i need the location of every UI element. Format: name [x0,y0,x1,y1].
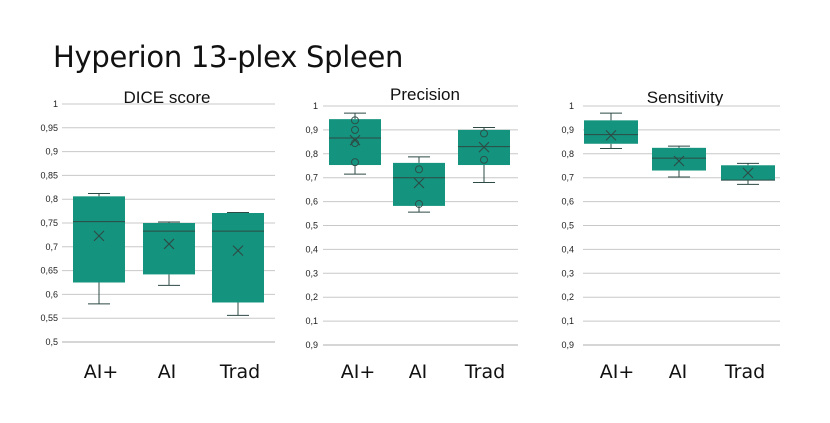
outlier-point [351,158,359,167]
page-title: Hyperion 13-plex Spleen [53,40,404,74]
y-tick-label: 1 [313,101,318,111]
x-category-label: AI+ [84,361,119,383]
y-tick-label: 0,7 [561,173,574,183]
box-ai [143,221,195,286]
y-tick-label: 0,55 [40,313,58,323]
box-ai-plus [584,112,638,150]
y-tick-label: 0,9 [561,340,574,350]
y-tick-label: 0,4 [305,244,318,254]
box-trad [458,127,510,183]
y-tick-label: 0,9 [305,125,318,135]
x-category-label: AI [669,361,688,383]
chart-title: DICE score [124,88,211,107]
box-trad [721,162,775,185]
y-tick-label: 0,6 [561,197,574,207]
y-tick-label: 0,5 [561,221,574,231]
y-tick-label: 0,8 [305,149,318,159]
x-category-label: AI+ [341,361,376,383]
y-tick-label: 0,3 [561,268,574,278]
chart-title: Precision [390,85,460,104]
y-tick-label: 0,6 [45,289,58,299]
y-tick-label: 0,8 [561,149,574,159]
outlier-point [415,200,423,208]
y-tick-label: 0,9 [305,340,318,350]
outlier-point [480,129,488,138]
y-tick-label: 0,9 [45,147,58,157]
y-tick-label: 0,1 [305,316,318,326]
y-tick-label: 0,7 [305,173,318,183]
y-tick-label: 0,75 [40,218,58,228]
y-tick-label: 0,85 [40,170,58,180]
y-tick-label: 0,65 [40,266,58,276]
chart-dice-score: DICE score 1 0,95 0,9 0,85 0,8 0,75 0,7 0,65 0,6 0… [40,88,275,383]
x-category-label: Trad [219,361,260,383]
outlier-point [415,165,423,174]
y-tick-label: 0,2 [305,292,318,302]
x-category-label: AI [409,361,428,383]
x-category-label: Trad [464,361,505,383]
y-tick-label: 0,7 [45,242,58,252]
y-tick-label: 0,5 [45,337,58,347]
box-ai [393,156,445,213]
chart-title: Sensitivity [647,88,724,107]
y-tick-label: 0,2 [561,292,574,302]
y-tick-label: 0,1 [561,316,574,326]
outlier-point [351,116,359,125]
y-tick-label: 0,3 [305,268,318,278]
y-tick-label: 0,4 [561,244,574,254]
x-category-label: AI+ [600,361,635,383]
y-tick-label: 0,9 [561,125,574,135]
y-tick-label: 0,8 [45,194,58,204]
chart-sensitivity: Sensitivity 1 0,9 0,8 0,7 0,6 0,5 0,4 0,3 0,2 0,1 0… [561,88,780,383]
box-ai [652,145,706,178]
chart-precision: Precision 1 0,9 0,8 0,7 0,6 0,5 0,4 0,3 0,2 0,1 0,9… [305,85,518,383]
box-ai-plus [73,192,125,305]
outlier-point [351,125,359,134]
y-tick-label: 1 [53,99,58,109]
box-ai-plus [329,112,381,175]
outlier-point [480,155,488,164]
y-tick-label: 1 [569,101,574,111]
y-tick-label: 0,95 [40,123,58,133]
x-category-label: AI [158,361,177,383]
y-tick-label: 0,6 [305,197,318,207]
y-tick-label: 0,5 [305,221,318,231]
box-trad [212,212,264,316]
x-category-label: Trad [724,361,765,383]
